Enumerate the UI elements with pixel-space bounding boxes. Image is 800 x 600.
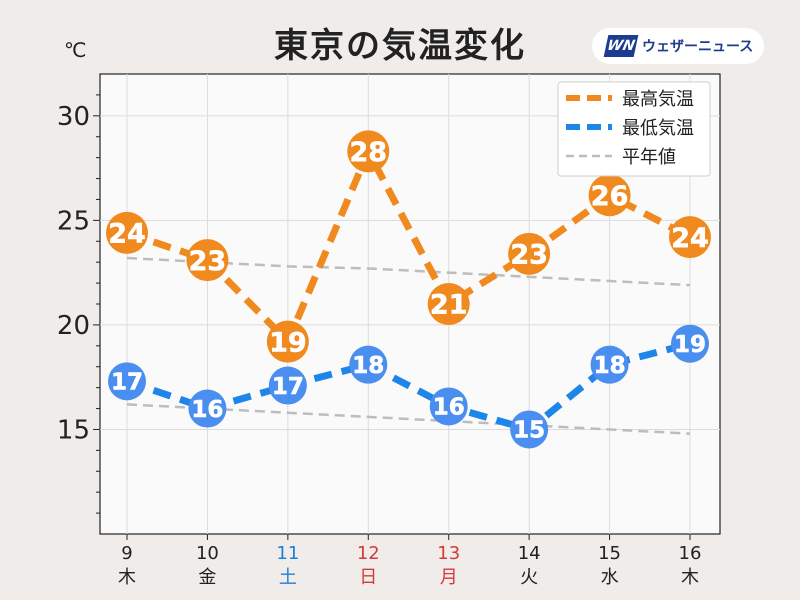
y-tick-label: 15 — [57, 415, 90, 445]
x-tick-label-weekday: 土 — [279, 567, 297, 588]
weathernews-logo: WN ウェザーニュース — [592, 28, 764, 64]
x-tick-label-weekday: 木 — [681, 567, 699, 588]
series-high-data-label: 23 — [189, 246, 227, 277]
series-high-marker — [266, 320, 309, 363]
series-high-marker — [427, 283, 470, 325]
series-low-marker — [590, 345, 629, 384]
x-tick-label-weekday: 日 — [359, 567, 377, 588]
y-tick-label: 30 — [57, 102, 90, 132]
series-high-marker — [347, 130, 390, 173]
y-tick-label: 20 — [57, 311, 90, 341]
series-high-data-label: 23 — [510, 240, 548, 271]
series-low-data-label: 15 — [513, 418, 545, 444]
series-high-data-label: 24 — [108, 219, 146, 250]
series-low-data-label: 18 — [594, 353, 626, 379]
x-tick-label-weekday: 木 — [118, 567, 136, 588]
series-high-marker — [186, 239, 229, 282]
x-tick-label-date: 16 — [679, 543, 702, 564]
x-tick-label-date: 9 — [121, 543, 132, 564]
x-tick-label-weekday: 金 — [198, 567, 216, 588]
series-low-marker — [510, 410, 549, 449]
normal-low-line — [126, 403, 691, 435]
series-low-marker — [349, 345, 388, 384]
series-low-marker — [429, 387, 468, 426]
series-low-data-label: 16 — [191, 397, 223, 423]
x-tick-label-date: 13 — [437, 543, 460, 564]
legend-box — [557, 81, 711, 177]
legend-label: 平年値 — [622, 147, 676, 168]
weathernews-logo-text: ウェザーニュース — [642, 39, 754, 55]
normal-high-line — [126, 256, 691, 287]
x-tick-label-date: 14 — [518, 543, 541, 564]
x-tick-label-weekday: 水 — [601, 567, 619, 588]
series-low-marker — [108, 362, 146, 401]
series-high-marker — [106, 211, 148, 254]
series-high-data-label: 26 — [591, 181, 629, 212]
series-high-marker — [508, 232, 551, 275]
x-tick-label-date: 11 — [276, 543, 299, 564]
x-tick-label-date: 12 — [357, 543, 380, 564]
chart-title: 東京の気温変化 — [274, 26, 526, 66]
x-tick-label-date: 15 — [598, 543, 621, 564]
series-high-data-label: 28 — [349, 137, 387, 168]
series-low-data-label: 17 — [272, 374, 304, 400]
x-tick-label-weekday: 月 — [440, 567, 458, 588]
series-low-data-label: 17 — [111, 370, 143, 396]
series-low-data-label: 16 — [433, 395, 465, 421]
y-axis-unit: ℃ — [64, 38, 87, 62]
series-high-marker — [588, 174, 631, 217]
series-high-marker — [669, 216, 711, 259]
series-low-data-label: 18 — [352, 353, 384, 379]
series-low-marker — [188, 389, 227, 428]
legend-label: 最低気温 — [622, 118, 694, 139]
y-tick-label: 25 — [57, 206, 90, 236]
series-low-marker — [671, 324, 709, 363]
series-low-data-label: 19 — [674, 332, 706, 358]
series-low-marker — [268, 366, 307, 405]
series-high-data-label: 21 — [430, 290, 468, 321]
legend-label: 最高気温 — [622, 89, 694, 110]
x-tick-label-weekday: 火 — [520, 567, 538, 588]
series-high-data-label: 19 — [269, 327, 307, 358]
x-tick-label-date: 10 — [196, 543, 219, 564]
series-high-data-label: 24 — [671, 223, 709, 254]
